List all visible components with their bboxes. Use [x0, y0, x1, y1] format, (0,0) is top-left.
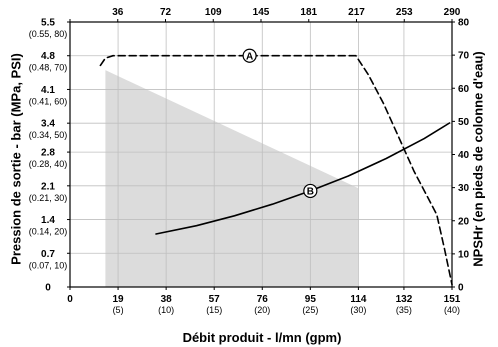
curve-marker-label-a: A	[246, 51, 253, 62]
y-left-tick-sublabel: (0.07, 10)	[29, 260, 68, 270]
top-tick-label: 72	[160, 7, 172, 18]
top-tick-label: 290	[444, 7, 461, 18]
y-left-tick-label: 1.4	[41, 215, 55, 226]
y-right-tick-label: 50	[458, 117, 470, 128]
x-tick-label: 0	[67, 294, 73, 305]
series-layer: AB	[99, 48, 453, 286]
x-tick-sublabel: (40)	[444, 305, 460, 315]
y-left-tick-label: 4.1	[41, 85, 55, 96]
x-tick-label: 114	[350, 294, 367, 305]
y-left-tick-sublabel: (0.21, 30)	[29, 193, 68, 203]
y-left-tick-sublabel: (0.48, 70)	[29, 63, 68, 73]
top-tick-label: 217	[348, 7, 365, 18]
x-tick-label: 57	[209, 294, 221, 305]
x-tick-sublabel: (25)	[302, 305, 318, 315]
y-right-tick-label: 30	[458, 183, 470, 194]
x-tick-label: 19	[113, 294, 125, 305]
x-tick-sublabel: (5)	[113, 305, 124, 315]
y-right-tick-label: 20	[458, 216, 470, 227]
y-left-tick-label: 0	[45, 283, 51, 294]
y-right-tick-label: 60	[458, 84, 470, 95]
x-tick-sublabel: (30)	[350, 305, 366, 315]
y-left-tick-label: 5.5	[41, 18, 55, 29]
y-left-tick-label: 4.8	[41, 51, 55, 62]
y-left-tick-sublabel: (0.34, 50)	[29, 130, 68, 140]
x-tick-label: 38	[161, 294, 173, 305]
x-tick-label: 95	[305, 294, 317, 305]
top-tick-label: 181	[300, 7, 317, 18]
y-left-tick-sublabel: (0.55, 80)	[29, 29, 68, 39]
x-tick-sublabel: (20)	[254, 305, 270, 315]
y-right-tick-label: 40	[458, 150, 470, 161]
x-tick-label: 132	[396, 294, 413, 305]
y-left-tick-label: 3.4	[41, 119, 55, 130]
y-axis-right-label: NPSHr (en pieds de colonne d'eau)	[470, 51, 485, 266]
top-tick-label: 36	[112, 7, 124, 18]
y-left-tick-label: 0.7	[41, 249, 55, 260]
x-tick-label: 76	[257, 294, 269, 305]
shaded-operating-region	[105, 70, 359, 287]
y-right-tick-label: 0	[458, 283, 464, 294]
y-left-tick-sublabel: (0.41, 60)	[29, 96, 68, 106]
curve-marker-label-b: B	[307, 187, 314, 198]
top-tick-label: 145	[253, 7, 270, 18]
y-left-tick-label: 2.8	[41, 148, 55, 159]
y-left-tick-sublabel: (0.28, 40)	[29, 159, 68, 169]
top-tick-label: 253	[396, 7, 413, 18]
x-tick-sublabel: (15)	[206, 305, 222, 315]
tick-label-layer: 0 19(5) 38(10) 57(15) 76(20) 95(25) 114(30) 132…	[29, 7, 470, 315]
y-right-tick-label: 80	[458, 18, 470, 29]
shaded-region-layer	[105, 70, 359, 287]
y-left-tick-label: 2.1	[41, 181, 55, 192]
y-right-tick-label: 70	[458, 51, 470, 62]
x-axis-label: Débit produit - l/mn (gpm)	[183, 330, 342, 345]
y-axis-left-label: Pression de sortie - bar (MPa, PSI)	[8, 53, 23, 265]
curve-marker-b	[303, 183, 318, 199]
x-tick-label: 151	[444, 294, 461, 305]
y-left-tick-sublabel: (0.14, 20)	[29, 227, 68, 237]
top-tick-label: 109	[205, 7, 222, 18]
curve-marker-a	[242, 48, 257, 63]
y-right-tick-label: 10	[458, 249, 470, 260]
curve-a	[99, 54, 453, 286]
x-tick-sublabel: (35)	[396, 305, 412, 315]
x-tick-sublabel: (10)	[158, 305, 174, 315]
